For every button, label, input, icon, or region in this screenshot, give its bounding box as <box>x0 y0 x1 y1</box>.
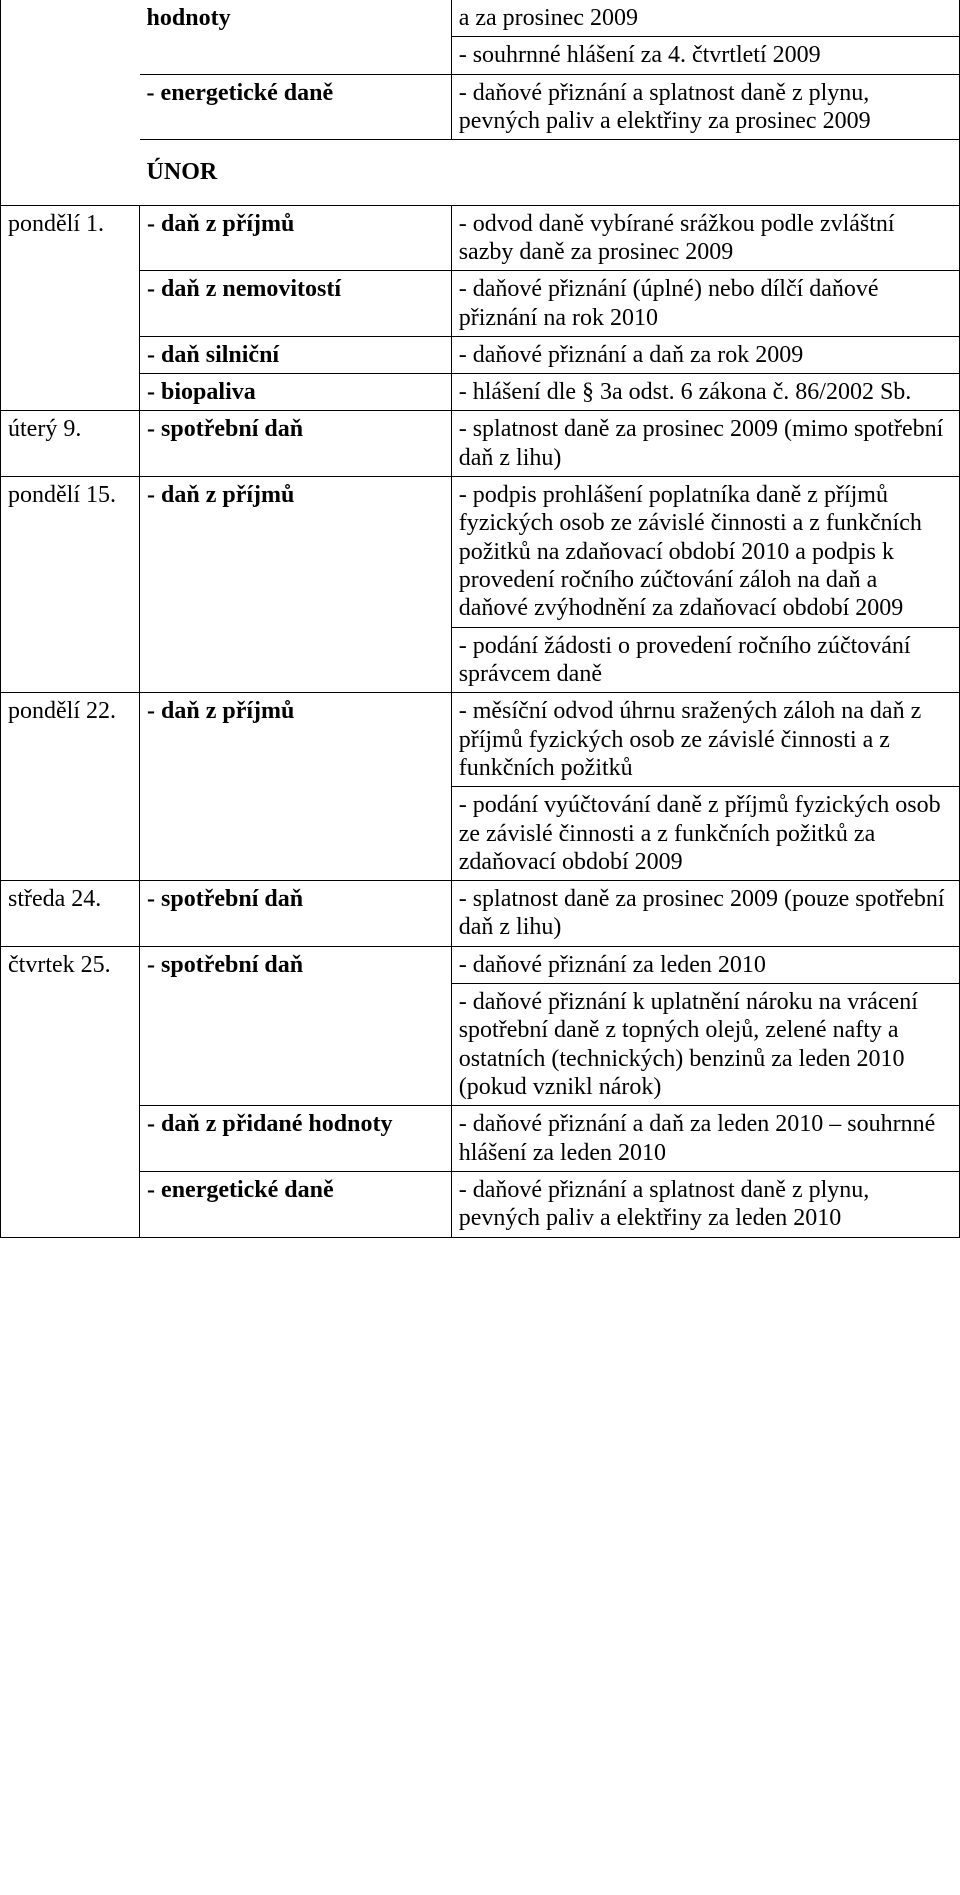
tax-type-cell: - daň z příjmů <box>140 205 452 271</box>
tax-type-cell: - daň z přidané hodnoty <box>140 1106 452 1172</box>
tax-type-cell: - daň z příjmů <box>140 693 452 881</box>
date-cell: pondělí 15. <box>1 477 140 693</box>
table-row: - daň z přidané hodnoty - daňové přiznán… <box>1 1106 960 1172</box>
tax-desc-cell: - daňové přiznání k uplatnění nároku na … <box>451 984 959 1106</box>
tax-type-cell: - daň silniční <box>140 336 452 373</box>
tax-desc-cell: - splatnost daně za prosinec 2009 (pouze… <box>451 881 959 947</box>
tax-type-cell: - energetické daně <box>140 74 452 140</box>
tax-desc-cell: - daňové přiznání a daň za rok 2009 <box>451 336 959 373</box>
tax-desc-cell: - daňové přiznání za leden 2010 <box>451 946 959 983</box>
tax-desc-cell: - podání vyúčtování daně z příjmů fyzick… <box>451 787 959 881</box>
tax-type-cell: - daň z nemovitostí <box>140 271 452 337</box>
tax-desc-cell: - daňové přiznání a daň za leden 2010 – … <box>451 1106 959 1172</box>
tax-desc-cell: - souhrnné hlášení za 4. čtvrtletí 2009 <box>451 37 959 74</box>
tax-desc-cell: - hlášení dle § 3a odst. 6 zákona č. 86/… <box>451 374 959 411</box>
date-cell: čtvrtek 25. <box>1 946 140 1237</box>
date-cell: pondělí 1. <box>1 205 140 411</box>
tax-type-cell: - spotřební daň <box>140 411 452 477</box>
table-row: - daň z nemovitostí - daňové přiznání (ú… <box>1 271 960 337</box>
tax-type-cell: - spotřební daň <box>140 946 452 1106</box>
date-cell-empty <box>1 0 140 205</box>
table-row: - daň silniční - daňové přiznání a daň z… <box>1 336 960 373</box>
tax-calendar-table: hodnoty a za prosinec 2009 - souhrnné hl… <box>0 0 960 1238</box>
month-heading: ÚNOR <box>140 140 960 205</box>
table-row: pondělí 15. - daň z příjmů - podpis proh… <box>1 477 960 628</box>
tax-type-cell: - biopaliva <box>140 374 452 411</box>
tax-desc-cell: - daňové přiznání a splatnost daně z ply… <box>451 74 959 140</box>
table-row: úterý 9. - spotřební daň - splatnost dan… <box>1 411 960 477</box>
tax-type-cell: - daň z příjmů <box>140 477 452 693</box>
table-row: středa 24. - spotřební daň - splatnost d… <box>1 881 960 947</box>
table-row: čtvrtek 25. - spotřební daň - daňové při… <box>1 946 960 983</box>
table-row: - energetické daně - daňové přiznání a s… <box>1 1171 960 1237</box>
tax-desc-cell: - daňové přiznání (úplné) nebo dílčí daň… <box>451 271 959 337</box>
tax-desc-cell: - podpis prohlášení poplatníka daně z př… <box>451 477 959 628</box>
tax-desc-cell: a za prosinec 2009 <box>451 0 959 37</box>
tax-type-cell: - energetické daně <box>140 1171 452 1237</box>
tax-desc-cell: - podání žádosti o provedení ročního zúč… <box>451 627 959 693</box>
table-row: hodnoty a za prosinec 2009 <box>1 0 960 37</box>
date-cell: úterý 9. <box>1 411 140 477</box>
date-cell: pondělí 22. <box>1 693 140 881</box>
date-cell: středa 24. <box>1 881 140 947</box>
tax-type-cell: - spotřební daň <box>140 881 452 947</box>
tax-desc-cell: - splatnost daně za prosinec 2009 (mimo … <box>451 411 959 477</box>
table-row: - biopaliva - hlášení dle § 3a odst. 6 z… <box>1 374 960 411</box>
tax-type-cell: hodnoty <box>140 0 452 74</box>
table-row: - energetické daně - daňové přiznání a s… <box>1 74 960 140</box>
table-row: pondělí 1. - daň z příjmů - odvod daně v… <box>1 205 960 271</box>
tax-desc-cell: - měsíční odvod úhrnu sražených záloh na… <box>451 693 959 787</box>
table-row: pondělí 22. - daň z příjmů - měsíční odv… <box>1 693 960 787</box>
month-heading-row: ÚNOR <box>1 140 960 205</box>
tax-desc-cell: - daňové přiznání a splatnost daně z ply… <box>451 1171 959 1237</box>
tax-desc-cell: - odvod daně vybírané srážkou podle zvlá… <box>451 205 959 271</box>
